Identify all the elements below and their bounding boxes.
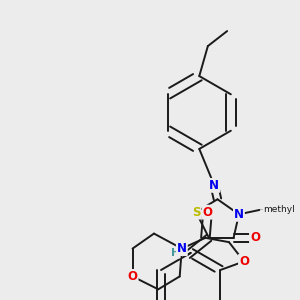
Text: H: H (171, 248, 180, 258)
Text: O: O (128, 270, 137, 283)
Text: O: O (239, 255, 249, 268)
Text: N: N (177, 242, 187, 255)
Text: S: S (192, 206, 200, 219)
Text: N: N (209, 179, 219, 192)
Text: methyl: methyl (259, 209, 264, 210)
Text: O: O (202, 206, 212, 219)
Text: O: O (250, 231, 260, 244)
Text: methyl: methyl (264, 206, 295, 214)
Text: N: N (234, 208, 244, 221)
